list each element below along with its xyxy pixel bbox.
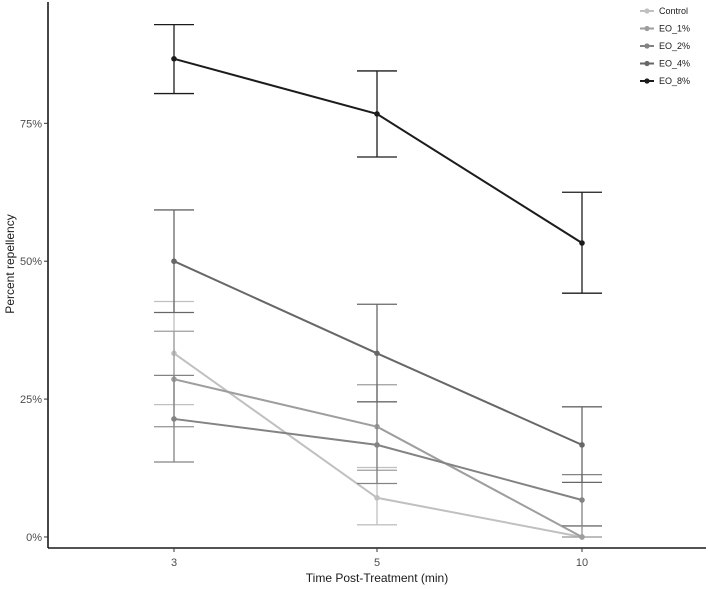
y-axis-ticks: 0% 25% 50% 75%: [20, 118, 48, 544]
series-line: [173, 57, 583, 244]
y-axis-title: Percent repellency: [3, 214, 17, 313]
series-eo-1-: [154, 330, 602, 540]
x-tick-label: 3: [171, 557, 177, 569]
data-point: [579, 442, 585, 448]
x-tick-label: 10: [576, 557, 588, 569]
legend-item: Control: [640, 6, 688, 16]
x-axis-title: Time Post-Treatment (min): [306, 571, 448, 585]
data-point: [374, 111, 380, 117]
legend: Control EO_1% EO_2% EO_4% EO_8%: [640, 6, 690, 86]
series-control: [154, 300, 602, 540]
data-point: [374, 442, 380, 448]
data-point: [171, 416, 177, 422]
legend-item: EO_4%: [640, 59, 690, 69]
legend-label: Control: [659, 6, 688, 16]
y-tick-label: 0%: [26, 532, 42, 544]
data-point: [579, 240, 585, 246]
legend-label: EO_1%: [659, 24, 690, 34]
y-tick-label: 25%: [20, 394, 42, 406]
x-axis-ticks: 3 5 10: [171, 548, 588, 569]
series-eo-2-: [154, 374, 602, 527]
legend-key-point: [644, 43, 650, 49]
data-point: [579, 497, 585, 503]
series-eo-4-: [154, 209, 602, 484]
series-eo-8-: [154, 23, 602, 294]
legend-key-point: [644, 60, 650, 67]
y-tick-label: 75%: [20, 118, 42, 130]
legend-item: EO_8%: [640, 76, 690, 86]
x-tick-label: 5: [374, 557, 380, 569]
data-point: [579, 534, 585, 540]
legend-key-point: [644, 8, 650, 14]
legend-label: EO_8%: [659, 76, 690, 86]
data-point: [171, 258, 177, 265]
legend-key-point: [644, 78, 650, 84]
legend-item: EO_1%: [640, 24, 690, 34]
series-line: [173, 378, 583, 538]
data-point: [374, 350, 380, 357]
y-tick-label: 50%: [20, 256, 42, 268]
series-line: [173, 417, 583, 501]
legend-item: EO_2%: [640, 41, 690, 51]
legend-label: EO_4%: [659, 59, 690, 69]
legend-key-point: [644, 25, 650, 32]
plot-area: [154, 23, 602, 540]
legend-label: EO_2%: [659, 41, 690, 51]
data-point: [171, 56, 177, 62]
data-point: [374, 495, 380, 501]
